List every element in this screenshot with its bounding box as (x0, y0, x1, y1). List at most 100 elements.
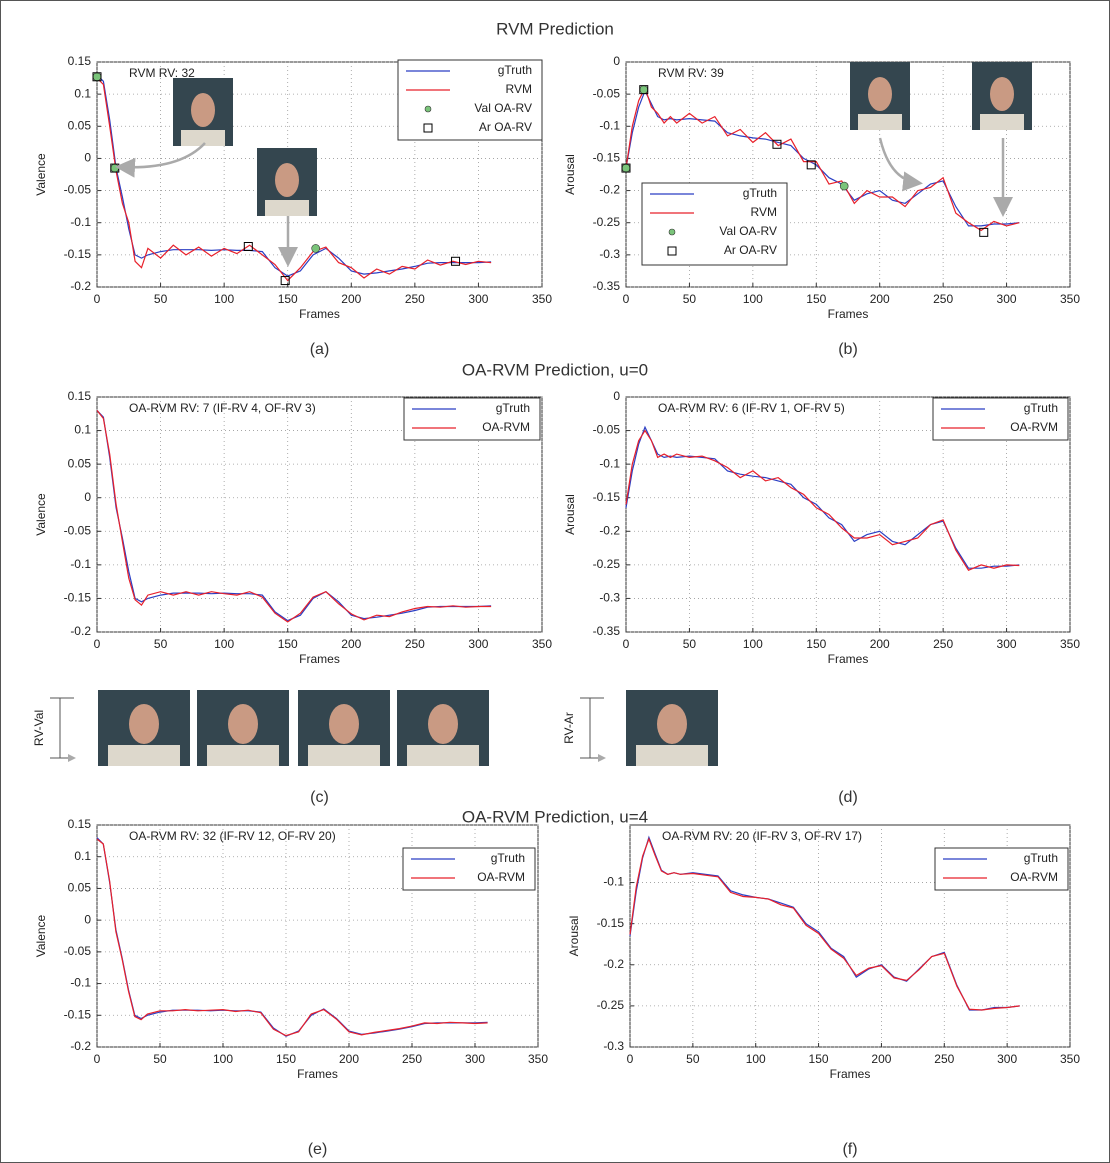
y-tick-label: 0 (84, 912, 91, 926)
x-axis-label: Frames (297, 1067, 338, 1081)
x-tick-label: 200 (341, 637, 361, 651)
legend-label: Val OA-RV (474, 101, 532, 115)
y-tick-label: -0.05 (64, 944, 92, 958)
x-tick-label: 0 (94, 637, 101, 651)
marker-circle (622, 164, 630, 172)
annotation: RVM RV: 39 (658, 66, 724, 80)
x-tick-label: 250 (933, 292, 953, 306)
section-title: OA-RVM Prediction, u=0 (462, 360, 648, 379)
y-tick-label: -0.35 (593, 624, 621, 638)
legend-label: RVM (751, 205, 777, 219)
strip-label: RV-Val (32, 710, 46, 746)
marker-circle (93, 73, 101, 81)
x-tick-label: 250 (934, 1052, 954, 1066)
marker-circle (111, 164, 119, 172)
section-title: RVM Prediction (496, 19, 614, 38)
x-axis-label: Frames (828, 307, 869, 321)
strip-label: RV-Ar (562, 712, 576, 744)
y-tick-label: -0.2 (599, 183, 620, 197)
marker-circle (640, 86, 648, 94)
panel-caption: (b) (838, 341, 858, 358)
x-axis-label: Frames (299, 652, 340, 666)
y-tick-label: -0.25 (597, 998, 625, 1012)
x-tick-label: 50 (154, 292, 168, 306)
y-tick-label: -0.2 (70, 1039, 91, 1053)
y-tick-label: -0.1 (70, 215, 91, 229)
y-axis-label: Valence (34, 493, 48, 536)
x-tick-label: 100 (743, 637, 763, 651)
x-tick-label: 0 (623, 292, 630, 306)
x-tick-label: 150 (278, 637, 298, 651)
y-tick-label: 0 (84, 151, 91, 165)
face-image (257, 148, 317, 216)
y-tick-label: -0.3 (599, 247, 620, 261)
y-tick-label: -0.3 (603, 1039, 624, 1053)
annotation: OA-RVM RV: 6 (IF-RV 1, OF-RV 5) (658, 401, 845, 415)
face-image (173, 78, 233, 146)
y-axis-label: Valence (34, 914, 48, 957)
face-shirt (980, 114, 1024, 130)
y-tick-label: 0.05 (68, 881, 92, 895)
legend-label: Val OA-RV (719, 224, 777, 238)
y-tick-label: -0.25 (593, 215, 621, 229)
x-tick-label: 350 (528, 1052, 548, 1066)
y-tick-label: -0.2 (603, 957, 624, 971)
x-axis-label: Frames (828, 652, 869, 666)
legend-label: gTruth (498, 63, 532, 77)
x-tick-label: 150 (809, 1052, 829, 1066)
x-tick-label: 350 (532, 637, 552, 651)
x-tick-label: 250 (405, 292, 425, 306)
y-tick-label: -0.1 (603, 875, 624, 889)
x-tick-label: 300 (465, 1052, 485, 1066)
y-tick-label: -0.05 (64, 183, 92, 197)
y-tick-label: -0.15 (64, 247, 92, 261)
panel-caption: (f) (842, 1141, 857, 1158)
face-skin (191, 93, 215, 127)
x-axis-label: Frames (830, 1067, 871, 1081)
legend-swatch (669, 229, 675, 235)
y-tick-label: -0.1 (70, 557, 91, 571)
y-tick-label: -0.2 (70, 279, 91, 293)
x-tick-label: 150 (276, 1052, 296, 1066)
y-tick-label: 0.1 (74, 423, 91, 437)
x-tick-label: 150 (806, 292, 826, 306)
face-image (850, 62, 910, 130)
x-tick-label: 300 (997, 1052, 1017, 1066)
y-axis-label: Arousal (563, 494, 577, 535)
x-tick-label: 50 (683, 637, 697, 651)
y-tick-label: -0.05 (593, 423, 621, 437)
y-tick-label: -0.35 (593, 279, 621, 293)
y-tick-label: -0.1 (599, 118, 620, 132)
x-tick-label: 350 (1060, 1052, 1080, 1066)
marker-circle (312, 244, 320, 252)
x-tick-label: 100 (214, 637, 234, 651)
x-tick-label: 200 (870, 292, 890, 306)
y-tick-label: 0.15 (68, 54, 92, 68)
x-tick-label: 0 (623, 637, 630, 651)
y-tick-label: 0 (84, 490, 91, 504)
y-tick-label: 0.15 (68, 389, 92, 403)
section-title: OA-RVM Prediction, u=4 (462, 807, 648, 826)
y-tick-label: 0.1 (74, 86, 91, 100)
x-tick-label: 50 (686, 1052, 700, 1066)
x-tick-label: 250 (402, 1052, 422, 1066)
x-tick-label: 0 (94, 1052, 101, 1066)
x-tick-label: 200 (870, 637, 890, 651)
y-tick-label: -0.15 (593, 490, 621, 504)
y-tick-label: -0.25 (593, 557, 621, 571)
legend-swatch (425, 106, 431, 112)
y-tick-label: 0.05 (68, 456, 92, 470)
x-tick-label: 300 (997, 292, 1017, 306)
x-tick-label: 150 (278, 292, 298, 306)
x-tick-label: 350 (1060, 637, 1080, 651)
x-tick-label: 200 (341, 292, 361, 306)
y-tick-label: -0.15 (593, 151, 621, 165)
x-tick-label: 200 (339, 1052, 359, 1066)
panel-caption: (d) (838, 789, 858, 806)
y-tick-label: 0 (613, 389, 620, 403)
legend-label: OA-RVM (1010, 420, 1058, 434)
legend-label: OA-RVM (477, 870, 525, 884)
x-tick-label: 0 (627, 1052, 634, 1066)
face-skin (990, 77, 1014, 111)
panel-caption: (e) (308, 1141, 328, 1158)
